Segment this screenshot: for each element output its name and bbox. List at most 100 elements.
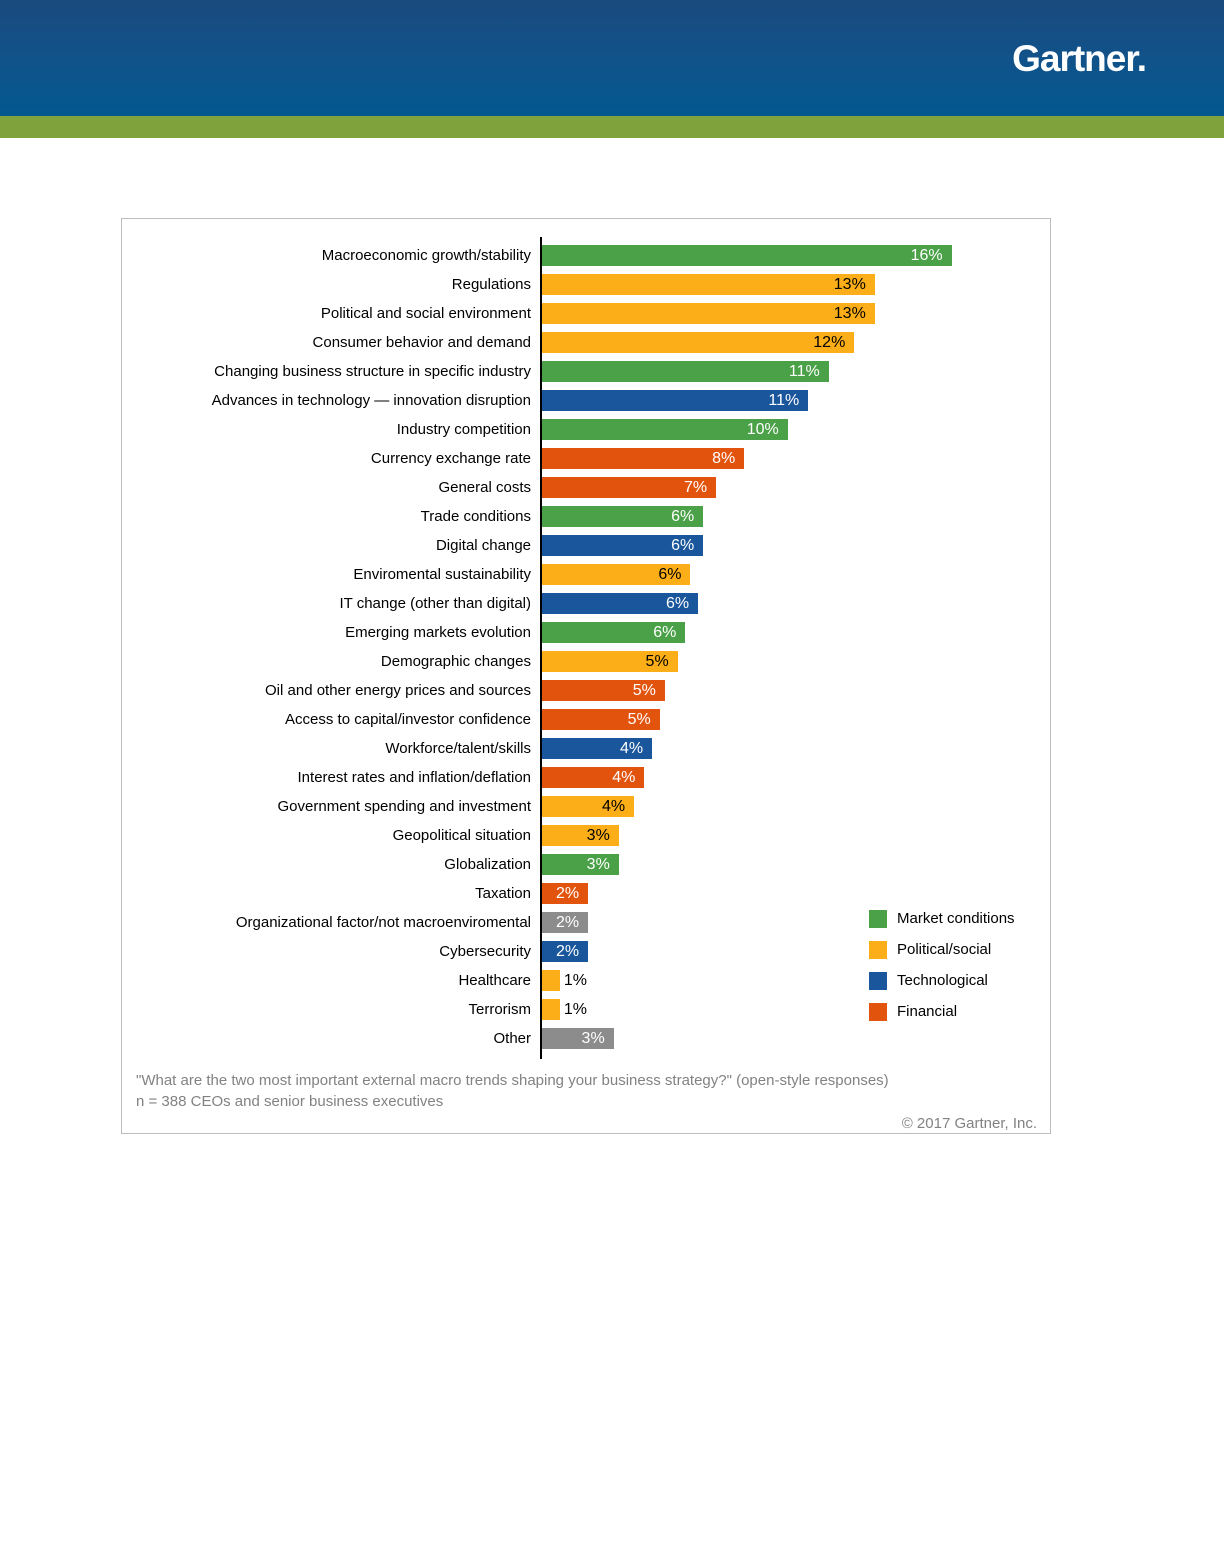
bar-category-label: Interest rates and inflation/deflation xyxy=(297,769,531,786)
bar: 2% xyxy=(542,912,589,933)
bar: 11% xyxy=(542,361,829,382)
bar-value-label: 8% xyxy=(712,449,736,467)
bar-track: 13% xyxy=(542,299,1050,328)
bar-row: Consumer behavior and demand 12% xyxy=(122,328,1050,357)
bar-value-label: 4% xyxy=(612,768,636,786)
bar: 3% xyxy=(542,1028,614,1049)
bar-value-label: 13% xyxy=(833,275,866,293)
bar: 12% xyxy=(542,332,855,353)
legend: Market conditions Political/social Technol… xyxy=(869,903,1015,1027)
legend-item: Political/social xyxy=(869,934,1015,965)
gartner-logo: Gartner. xyxy=(1012,38,1147,79)
bar: 2% xyxy=(542,941,589,962)
bar-row: Macroeconomic growth/stability 16% xyxy=(122,241,1050,270)
bar-value-label: 11% xyxy=(768,391,800,409)
bar-row: Advances in technology — innovation disr… xyxy=(122,386,1050,415)
bar-track: 6% xyxy=(542,531,1050,560)
legend-label: Technological xyxy=(897,972,988,989)
footnote-sample: n = 388 CEOs and senior business executi… xyxy=(136,1093,444,1110)
bar-track: 2% xyxy=(542,937,1050,966)
bar-category-label: Consumer behavior and demand xyxy=(312,334,531,351)
bar-row: Changing business structure in specific … xyxy=(122,357,1050,386)
bar-track: 3% xyxy=(542,850,1050,879)
bar-value-label: 6% xyxy=(671,536,695,554)
bar-category-label: Demographic changes xyxy=(380,653,531,670)
bar-track: 4% xyxy=(542,792,1050,821)
bar-value-label: 3% xyxy=(581,1029,605,1047)
bar-row: Currency exchange rate 8% xyxy=(122,444,1050,473)
bar: 8% xyxy=(542,448,745,469)
bar-row: Emerging markets evolution 6% xyxy=(122,618,1050,647)
legend-item: Technological xyxy=(869,965,1015,996)
bar-row: Cybersecurity 2% xyxy=(122,937,1050,966)
bar-category-label: Industry competition xyxy=(396,421,531,438)
bar: 13% xyxy=(542,303,875,324)
bar: 7% xyxy=(542,477,717,498)
bar-value-label: 6% xyxy=(671,507,695,525)
bar-category-label: Advances in technology — innovation disr… xyxy=(211,392,531,409)
bar-row: Terrorism 1% xyxy=(122,995,1050,1024)
bar-row: General costs 7% xyxy=(122,473,1050,502)
bar-row: Political and social environment 13% xyxy=(122,299,1050,328)
bar-category-label: Geopolitical situation xyxy=(392,827,531,844)
bar-value-label: 3% xyxy=(586,826,610,844)
bar-track: 6% xyxy=(542,618,1050,647)
bar-value-label: 6% xyxy=(666,594,690,612)
bar-category-label: Other xyxy=(493,1030,531,1047)
bar-track: 4% xyxy=(542,763,1050,792)
bar-category-label: Workforce/talent/skills xyxy=(385,740,531,757)
copyright: © 2017 Gartner, Inc. xyxy=(901,1115,1037,1132)
bar: 4% xyxy=(542,796,635,817)
bar-track: 11% xyxy=(542,386,1050,415)
bar: 3% xyxy=(542,825,619,846)
bar-row: Industry competition 10% xyxy=(122,415,1050,444)
bar-value-label: 3% xyxy=(586,855,610,873)
bar: 11% xyxy=(542,390,809,411)
chart-baseline-axis xyxy=(540,237,542,1059)
bar-value-label: 4% xyxy=(619,739,644,757)
legend-label: Market conditions xyxy=(897,910,1015,927)
bar-row: Organizational factor/not macroenviromen… xyxy=(122,908,1050,937)
bar-track: 11% xyxy=(542,357,1050,386)
bar-row: Trade conditions 6% xyxy=(122,502,1050,531)
bar-value-label: 6% xyxy=(653,623,677,641)
legend-swatch xyxy=(869,1002,887,1021)
bar-category-label: Taxation xyxy=(475,885,531,902)
bar-track: 13% xyxy=(542,270,1050,299)
bar-category-label: Healthcare xyxy=(458,972,531,989)
bar-track: 5% xyxy=(542,647,1050,676)
bar-track: 6% xyxy=(542,589,1050,618)
bar-track: 4% xyxy=(542,734,1050,763)
bar-value-label: 5% xyxy=(627,710,651,728)
bar-track: 3% xyxy=(542,1024,1050,1053)
bar-value-label: 4% xyxy=(602,797,626,815)
bar-track: 3% xyxy=(542,821,1050,850)
bar: 4% xyxy=(542,738,653,759)
bar-chart: Macroeconomic growth/stability 16% Regulat… xyxy=(122,241,1050,1053)
bar-category-label: Government spending and investment xyxy=(277,798,531,815)
bar-category-label: Political and social environment xyxy=(320,305,531,322)
bar-track: 6% xyxy=(542,560,1050,589)
bar-row: Taxation 2% xyxy=(122,879,1050,908)
bar-category-label: Organizational factor/not macroenviromen… xyxy=(235,914,531,931)
bar: 13% xyxy=(542,274,875,295)
top-banner: Gartner. xyxy=(0,0,1224,116)
legend-item: Market conditions xyxy=(869,903,1015,934)
bar-category-label: Oil and other energy prices and sources xyxy=(265,682,531,699)
bar-value-label: 6% xyxy=(658,565,682,583)
bar xyxy=(542,999,560,1020)
bar-track: 1% xyxy=(542,966,1050,995)
bar: 6% xyxy=(542,506,704,527)
bar-row: Digital change 6% xyxy=(122,531,1050,560)
bar-value-label: 5% xyxy=(632,681,656,699)
bar-value-label: 1% xyxy=(563,971,588,989)
bar-row: Government spending and investment 4% xyxy=(122,792,1050,821)
bar-row: Interest rates and inflation/deflation 4% xyxy=(122,763,1050,792)
bar: 5% xyxy=(542,680,665,701)
bar-row: Other 3% xyxy=(122,1024,1050,1053)
bar: 4% xyxy=(542,767,645,788)
bar-row: Globalization 3% xyxy=(122,850,1050,879)
bar-category-label: Enviromental sustainability xyxy=(353,566,531,583)
bar-category-label: Terrorism xyxy=(468,1001,532,1018)
bar-value-label: 12% xyxy=(813,333,846,351)
